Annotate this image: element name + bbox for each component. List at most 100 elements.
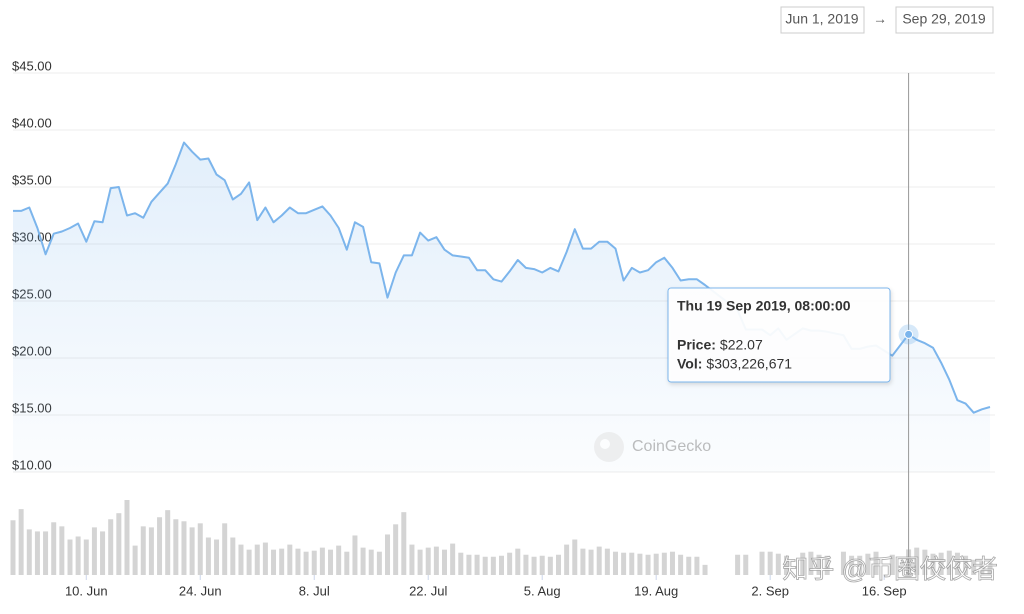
volume-bar: [360, 547, 366, 575]
volume-bar: [971, 559, 977, 575]
hover-point: [904, 329, 914, 339]
volume-bar: [295, 548, 301, 575]
volume-bar: [132, 545, 138, 575]
volume-bar: [490, 556, 496, 575]
volume-bar: [474, 554, 480, 575]
x-tick-label: 8. Jul: [299, 583, 330, 598]
volume-bar: [254, 544, 260, 575]
volume-bar: [759, 551, 765, 575]
range-end-box[interactable]: [895, 6, 994, 34]
volume-bar: [205, 537, 211, 575]
volume-bar: [173, 519, 179, 575]
x-tick-label: 2. Sep: [751, 583, 789, 598]
range-end[interactable]: Sep 29, 2019: [902, 11, 986, 27]
volume-bar: [678, 554, 684, 575]
volume-bar: [124, 500, 130, 575]
tooltip-layer: Thu 19 Sep 2019, 08:00:00 Price: $22.07 Vol…: [667, 73, 919, 575]
tooltip-vol: $303,226,671: [706, 356, 792, 372]
volume-bar: [735, 554, 741, 575]
volume-bar: [954, 552, 960, 575]
watermark-text: CoinGecko: [632, 438, 711, 455]
volume-bar: [808, 551, 814, 575]
volume-bar: [816, 554, 822, 575]
volume-bar: [702, 564, 708, 575]
volume-bar: [450, 543, 456, 575]
x-tick-label: 19. Aug: [634, 583, 678, 598]
volume-bar: [914, 547, 920, 575]
tooltip-price: $22.07: [720, 337, 763, 353]
volume-bar: [393, 524, 399, 575]
volume-bar: [865, 553, 871, 575]
x-tick-label: 5. Aug: [524, 583, 561, 598]
volume-bar: [515, 548, 521, 575]
tooltip-title: Thu 19 Sep 2019, 08:00:00: [677, 298, 851, 314]
range-start[interactable]: Jun 1, 2019: [785, 11, 858, 27]
volume-bar: [222, 523, 228, 575]
volume-bar: [189, 527, 195, 575]
plot: [10, 141, 993, 575]
volume-bar: [10, 520, 16, 575]
volume-bar: [287, 544, 293, 575]
volume-bar: [385, 534, 391, 575]
x-tick-label: 24. Jun: [179, 583, 222, 598]
volume-bar: [889, 554, 895, 575]
volume-bar: [767, 551, 773, 575]
volume-bar: [507, 552, 513, 575]
volume-bar: [425, 547, 431, 575]
volume-bar: [604, 548, 610, 575]
volume-bar: [83, 539, 89, 575]
volume-bar: [922, 549, 928, 575]
volume-bar: [91, 527, 97, 575]
volume-bar: [442, 549, 448, 575]
volume-bar: [849, 555, 855, 575]
volume-bar: [100, 531, 106, 575]
volume-bar: [612, 551, 618, 575]
volume-bar: [376, 551, 382, 575]
volume-bar: [417, 549, 423, 575]
volume-bar: [271, 549, 277, 575]
y-tick-label: $45.00: [12, 58, 52, 73]
overlay-watermark: 知乎 @币圈佼佼者: [782, 554, 998, 584]
volume-bar: [279, 548, 285, 575]
price-area: [13, 142, 990, 472]
volume-bar: [686, 556, 692, 575]
volume-bar: [336, 545, 342, 575]
volume-bar: [157, 517, 163, 575]
tooltip-price-key: Price:: [677, 337, 716, 353]
volume-bar: [596, 546, 602, 575]
volume-bar: [531, 556, 537, 575]
volume-bar: [148, 527, 154, 575]
volume-bar: [246, 549, 252, 575]
volume-bar: [987, 562, 993, 575]
x-tick-label: 16. Sep: [862, 583, 907, 598]
volume-bar: [979, 561, 985, 575]
volume-bar: [238, 544, 244, 575]
volume-bar: [588, 549, 594, 575]
volume-bar: [59, 526, 65, 575]
volume-bar: [824, 555, 830, 575]
date-range: Jun 1, 2019 → Sep 29, 2019: [780, 6, 994, 34]
volume-bar: [661, 552, 667, 575]
volume-bar: [75, 536, 81, 575]
watermark: CoinGecko: [594, 432, 711, 462]
volume-bar: [116, 513, 122, 575]
volume-bar: [401, 512, 407, 575]
volume-bar: [328, 549, 334, 575]
volume-bar: [18, 509, 24, 575]
volume-bar: [409, 544, 415, 575]
volume-bar: [181, 521, 187, 575]
volume-bar: [743, 554, 749, 575]
volume-bar: [783, 555, 789, 575]
range-start-box[interactable]: [780, 6, 865, 34]
volume-bar: [555, 554, 561, 575]
volume-bar: [873, 551, 879, 575]
volume-bar: [262, 542, 268, 575]
volume-bar: [303, 551, 309, 575]
volume-bar: [165, 510, 171, 575]
volume-bar: [523, 554, 529, 575]
volume-bar: [230, 537, 236, 575]
volume-bar: [499, 555, 504, 575]
volume-bar: [67, 539, 73, 575]
y-tick-label: $40.00: [12, 115, 52, 130]
